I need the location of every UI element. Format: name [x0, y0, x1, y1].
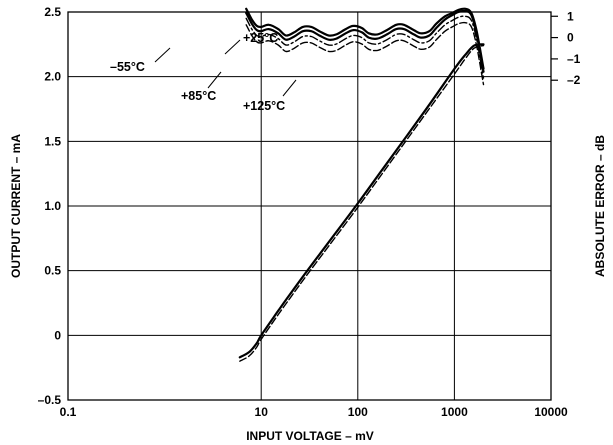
annotations: +25°C –55°C +85°C +125°C [110, 31, 297, 113]
y2-tick-label: 1 [567, 9, 574, 23]
annotation-25c-pointer [224, 39, 241, 55]
y-tick-label: 2.0 [44, 70, 61, 84]
error-curve-2 [245, 7, 485, 70]
y-axis-title: OUTPUT CURRENT – mA [9, 134, 23, 278]
y-tick-label: –0.5 [38, 393, 62, 407]
curves [238, 7, 485, 362]
x-tick-label: 0.1 [60, 405, 77, 419]
y2-axis-title: ABSOLUTE ERROR – dB [593, 135, 607, 277]
y2-tick-label: 0 [567, 31, 574, 45]
y-tick-label: 1.5 [44, 134, 61, 148]
x-axis-title: INPUT VOLTAGE – mV [246, 429, 374, 443]
error-curve-5 [245, 21, 485, 86]
error-curve-4 [245, 15, 485, 79]
output-curve-0 [238, 43, 485, 359]
annotation-85c-pointer [207, 71, 222, 89]
y-tick-label: 2.5 [44, 5, 61, 19]
annotation-25c: +25°C [243, 31, 278, 45]
y-tick-label: 0.5 [44, 264, 61, 278]
x-tick-label: 10000 [534, 405, 568, 419]
annotation-85c: +85°C [181, 89, 216, 103]
y-tick-label: 0 [54, 328, 61, 342]
annotation-125c-pointer [282, 79, 297, 97]
x-tick-label: 10 [255, 405, 269, 419]
output-curve-1 [239, 44, 485, 362]
error-curve-3 [245, 9, 485, 73]
y2-tick-label: –1 [567, 52, 581, 66]
annotation-minus55c-pointer [154, 47, 171, 63]
annotation-125c: +125°C [243, 99, 285, 113]
x-tick-label: 1000 [441, 405, 468, 419]
plot-frame [67, 11, 552, 401]
tick-labels: 0.1 10 100 1000 100002.52.01.51.00.50–0.510–… [38, 5, 581, 419]
y-tick-label: 1.0 [44, 199, 61, 213]
x-tick-label: 100 [348, 405, 368, 419]
annotation-minus55c: –55°C [110, 60, 145, 74]
y2-tick-label: –2 [567, 73, 581, 87]
